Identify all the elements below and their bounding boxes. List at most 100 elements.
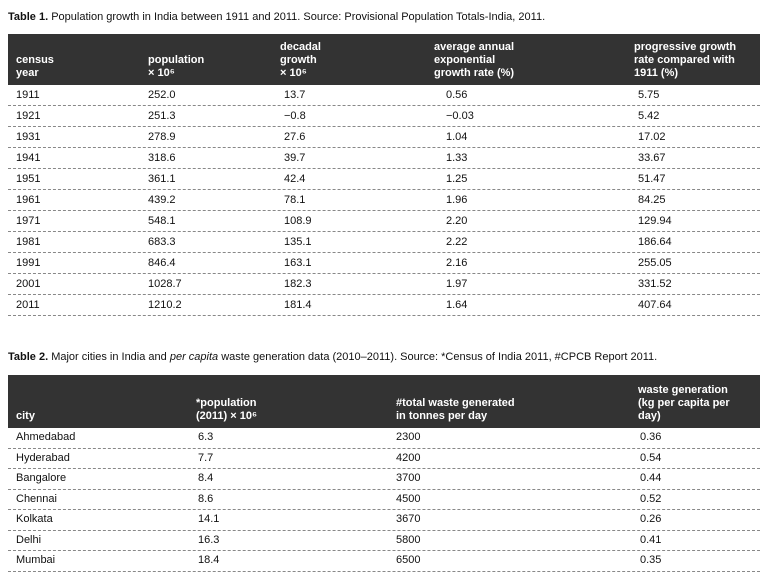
city-cell: Mumbai (16, 554, 56, 566)
table2-header-waste-per-capita: waste generation (kg per capita per day) (638, 384, 730, 422)
table1-header-decadal-growth: decadal growth × 10⁶ (280, 41, 321, 79)
table-row: Delhi 16.3 5800 0.41 (8, 531, 760, 551)
decadal-growth-cell: 27.6 (284, 131, 306, 143)
decadal-growth-cell: 42.4 (284, 173, 306, 185)
table2-caption-post: waste generation data (2010–2011). Sourc… (218, 351, 658, 363)
decadal-growth-cell: 182.3 (284, 278, 312, 290)
waste-per-capita-cell: 0.44 (640, 472, 662, 484)
progressive-growth-cell: 5.75 (638, 89, 660, 101)
population-cell: 439.2 (148, 194, 176, 206)
population-cell: 548.1 (148, 215, 176, 227)
waste-per-capita-cell: 0.26 (640, 513, 662, 525)
table1-header-growth-rate: average annual exponential growth rate (… (434, 41, 515, 79)
table2-header-population: *population (2011) × 10⁶ (196, 397, 258, 422)
table-row: 1911 252.0 13.7 0.56 5.75 (8, 85, 760, 106)
census-year-cell: 2001 (16, 278, 41, 290)
table1-header: census year population × 10⁶ decadal gro… (8, 34, 760, 85)
table1-body: 1911 252.0 13.7 0.56 5.75 1921 251.3 −0.8 −0.03 5… (8, 85, 760, 316)
growth-rate-cell: 1.33 (446, 152, 468, 164)
population-cell: 846.4 (148, 257, 176, 269)
growth-rate-cell: 0.56 (446, 89, 468, 101)
table-row: Chennai 8.6 4500 0.52 (8, 490, 760, 510)
population-cell: 7.7 (198, 451, 214, 464)
growth-rate-cell: 1.04 (446, 131, 468, 143)
waste-per-capita-cell: 0.41 (640, 533, 662, 546)
table-row: Mumbai 18.4 6500 0.35 (8, 551, 760, 572)
population-cell: 1028.7 (148, 278, 182, 290)
city-cell: Chennai (16, 492, 57, 505)
city-cell: Ahmedabad (16, 431, 76, 443)
city-cell: Kolkata (16, 513, 53, 525)
table2-caption: Table 2. Major cities in India and per c… (8, 350, 657, 364)
census-year-cell: 1931 (16, 131, 41, 143)
table1-header-census-year: census year (16, 54, 54, 79)
waste-per-capita-cell: 0.54 (640, 451, 662, 464)
table1-label: Table 1. (8, 11, 49, 23)
population-cell: 18.4 (198, 554, 220, 566)
table1-caption-text: Population growth in India between 1911 … (48, 11, 546, 23)
table1-caption: Table 1. Population growth in India betw… (8, 10, 545, 24)
decadal-growth-cell: 13.7 (284, 89, 306, 101)
progressive-growth-cell: 255.05 (638, 257, 672, 269)
table-row: 1981 683.3 135.1 2.22 186.64 (8, 232, 760, 253)
table1-header-progressive-growth: progressive growth rate compared with 19… (634, 41, 737, 79)
waste-per-capita-cell: 0.36 (640, 431, 662, 443)
progressive-growth-cell: 407.64 (638, 299, 672, 311)
table2-header-city: city (16, 410, 35, 422)
decadal-growth-cell: 181.4 (284, 299, 312, 311)
decadal-growth-cell: −0.8 (284, 110, 306, 122)
table-row: Bangalore 8.4 3700 0.44 (8, 469, 760, 490)
population-cell: 251.3 (148, 110, 176, 122)
population-cell: 318.6 (148, 152, 176, 164)
census-year-cell: 1991 (16, 257, 41, 269)
table-row: 1941 318.6 39.7 1.33 33.67 (8, 148, 760, 169)
decadal-growth-cell: 163.1 (284, 257, 312, 269)
table-row: 1971 548.1 108.9 2.20 129.94 (8, 211, 760, 232)
waste-per-capita-cell: 0.52 (640, 492, 662, 505)
census-year-cell: 1921 (16, 110, 41, 122)
population-cell: 361.1 (148, 173, 176, 185)
waste-per-capita-cell: 0.35 (640, 554, 662, 566)
decadal-growth-cell: 39.7 (284, 152, 306, 164)
progressive-growth-cell: 17.02 (638, 131, 666, 143)
population-cell: 278.9 (148, 131, 176, 143)
decadal-growth-cell: 78.1 (284, 194, 306, 206)
total-waste-cell: 5800 (396, 533, 421, 546)
census-year-cell: 2011 (16, 299, 40, 311)
city-cell: Bangalore (16, 472, 67, 484)
city-cell: Hyderabad (16, 451, 70, 464)
total-waste-cell: 4500 (396, 492, 421, 505)
table-row: 1991 846.4 163.1 2.16 255.05 (8, 253, 760, 274)
table-row: 1921 251.3 −0.8 −0.03 5.42 (8, 106, 760, 127)
table-row: 1961 439.2 78.1 1.96 84.25 (8, 190, 760, 211)
census-year-cell: 1951 (16, 173, 41, 185)
table2-caption-pre: Major cities in India and (48, 351, 170, 363)
population-cell: 6.3 (198, 431, 214, 443)
population-cell: 252.0 (148, 89, 176, 101)
population-cell: 14.1 (198, 513, 220, 525)
progressive-growth-cell: 331.52 (638, 278, 672, 290)
census-year-cell: 1911 (16, 89, 40, 101)
table2: city *population (2011) × 10⁶ #total was… (8, 375, 760, 572)
table-row: Ahmedabad 6.3 2300 0.36 (8, 428, 760, 449)
table1-header-population: population × 10⁶ (148, 54, 205, 79)
decadal-growth-cell: 108.9 (284, 215, 312, 227)
population-cell: 16.3 (198, 533, 220, 546)
population-cell: 8.4 (198, 472, 214, 484)
census-year-cell: 1941 (16, 152, 41, 164)
progressive-growth-cell: 84.25 (638, 194, 666, 206)
total-waste-cell: 4200 (396, 451, 421, 464)
total-waste-cell: 6500 (396, 554, 421, 566)
population-cell: 683.3 (148, 236, 176, 248)
table-row: Hyderabad 7.7 4200 0.54 (8, 449, 760, 469)
table-row: 2001 1028.7 182.3 1.97 331.52 (8, 274, 760, 295)
growth-rate-cell: 2.16 (446, 257, 468, 269)
progressive-growth-cell: 186.64 (638, 236, 672, 248)
progressive-growth-cell: 33.67 (638, 152, 666, 164)
table-row: 1931 278.9 27.6 1.04 17.02 (8, 127, 760, 148)
census-year-cell: 1961 (16, 194, 41, 206)
census-year-cell: 1981 (16, 236, 41, 248)
growth-rate-cell: −0.03 (446, 110, 474, 122)
progressive-growth-cell: 5.42 (638, 110, 660, 122)
progressive-growth-cell: 129.94 (638, 215, 672, 227)
